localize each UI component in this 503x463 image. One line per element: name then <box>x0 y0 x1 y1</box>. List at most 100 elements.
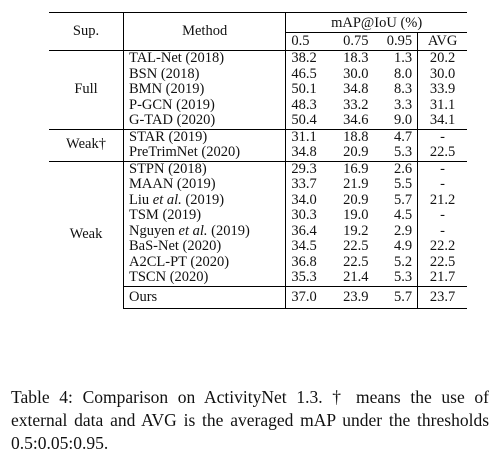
method-cell: TSCN (2020) <box>122 269 286 286</box>
method-cell: STPN (2018) <box>122 160 286 177</box>
method-cell: BSN (2018) <box>122 66 286 82</box>
method-name-part: Liu <box>129 191 153 208</box>
value-cell: 34.0 <box>285 192 330 208</box>
method-name-etal: et al. <box>178 222 208 239</box>
value-cell: - <box>417 207 467 224</box>
value-cell: 22.5 <box>417 144 467 161</box>
value-cell: 2.9 <box>394 222 413 239</box>
value-cell: 5.5 <box>394 176 413 192</box>
value-cell: 19.2 <box>343 222 369 239</box>
value-cell: 18.8 <box>329 128 374 145</box>
value-cell: 1.3 <box>394 50 413 66</box>
table-row: A2CL-PT (2020) 36.8 22.5 5.2 22.5 <box>49 253 467 270</box>
table-row: BaS-Net (2020) 34.5 22.5 4.9 22.2 <box>49 238 467 255</box>
method-cell: A2CL-PT (2020) <box>122 254 286 270</box>
value-cell: 38.2 <box>285 50 330 67</box>
table-caption: Table 4: Comparison on ActivityNet 1.3. … <box>11 387 489 453</box>
table-row: Nguyen et al. (2019) 36.4 19.2 2.9 - <box>49 222 467 239</box>
value-cell: 8.0 <box>394 65 413 82</box>
header-row-2: 0.5 0.75 0.95 AVG <box>49 32 467 51</box>
value-cell: 50.4 <box>285 112 330 129</box>
value-cell: - <box>417 160 467 177</box>
value-cell: - <box>417 128 467 145</box>
table-row: MAAN (2019) 33.7 21.9 5.5 - <box>49 176 467 193</box>
value-cell: 4.7 <box>373 128 418 145</box>
value-cell: 31.1 <box>417 97 467 113</box>
value-cell: 20.2 <box>417 50 467 67</box>
value-cell: 30.0 <box>417 66 467 82</box>
value-cell: 4.9 <box>394 238 413 254</box>
value-cell: 36.4 <box>285 223 330 239</box>
value-cell: 22.5 <box>417 254 467 270</box>
value-cell: 3.3 <box>394 96 413 113</box>
header-method: Method <box>122 12 286 51</box>
value-cell: 22.5 <box>343 253 369 270</box>
value-cell: 20.9 <box>343 144 369 160</box>
value-cell: 4.5 <box>394 207 413 223</box>
method-cell: BMN (2019) <box>122 81 286 98</box>
method-cell: Ours <box>122 285 286 309</box>
method-name-part: (2019) <box>181 191 225 208</box>
header-threshold-095: 0.95 <box>373 32 418 51</box>
table-row: PreTrimNet (2020) 34.8 20.9 5.3 22.5 <box>49 144 467 161</box>
value-cell: - <box>417 223 467 239</box>
header-metric-group: mAP@IoU (%) <box>285 12 467 33</box>
value-cell: 16.9 <box>329 160 374 177</box>
value-cell-best: 37.0 <box>285 285 330 309</box>
method-cell: TAL-Net (2018) <box>122 50 286 67</box>
value-cell: 2.6 <box>373 160 418 177</box>
method-name-etal: et al. <box>152 191 182 208</box>
table-row: TSCN (2020) 35.3 21.4 5.3 21.7 <box>49 269 467 286</box>
method-cell: MAAN (2019) <box>122 176 286 193</box>
value-cell: 20.9 <box>343 191 369 208</box>
value-cell: 35.3 <box>285 269 330 286</box>
value-cell: 34.5 <box>285 238 330 255</box>
value-cell: 18.3 <box>343 50 369 66</box>
table-row: Weak† STAR (2019) 31.1 18.8 4.7 - <box>49 128 467 161</box>
value-cell: 22.2 <box>417 238 467 255</box>
method-cell: TSM (2019) <box>122 207 286 224</box>
value-cell: 19.0 <box>343 207 369 223</box>
table-row: TSM (2019) 30.3 19.0 4.5 - <box>49 207 467 224</box>
value-cell: 5.3 <box>394 269 413 285</box>
value-cell: 21.7 <box>417 269 467 286</box>
table-row: Weak STPN (2018) 29.3 16.9 2.6 - <box>49 160 467 309</box>
method-cell: Nguyen et al. (2019) <box>122 222 286 239</box>
value-cell: 50.1 <box>285 81 330 98</box>
value-cell: 48.3 <box>285 97 330 113</box>
method-cell: BaS-Net (2020) <box>122 238 286 255</box>
group-label-weak-dagger: Weak† <box>49 128 124 161</box>
method-cell: G-TAD (2020) <box>122 112 286 129</box>
group-label-weak: Weak <box>49 160 124 309</box>
value-cell: 30.0 <box>343 65 369 82</box>
table-row-ours: Ours 37.0 23.9 5.7 23.7 <box>49 285 467 309</box>
value-cell-best: 5.7 <box>394 191 413 208</box>
value-cell: 21.4 <box>343 269 369 285</box>
value-cell: 31.1 <box>285 128 330 145</box>
value-cell: 33.7 <box>285 176 330 193</box>
header-sup: Sup. <box>49 12 124 51</box>
value-cell-best: 23.7 <box>417 285 467 309</box>
method-name-part: (2019) <box>207 222 250 239</box>
value-cell: 21.9 <box>343 176 369 192</box>
value-cell: 46.5 <box>285 66 330 82</box>
value-cell: 5.3 <box>394 144 413 160</box>
value-cell: 21.2 <box>417 192 467 208</box>
table-row: Liu et al. (2019) 34.0 20.9 5.7 21.2 <box>49 191 467 208</box>
method-cell: P-GCN (2019) <box>122 97 286 113</box>
value-cell: 22.5 <box>343 238 369 254</box>
header-row-1: Sup. Method mAP@IoU (%) <box>49 12 467 51</box>
value-cell: 9.0 <box>394 112 413 128</box>
table-row: P-GCN (2019) 48.3 33.2 3.3 31.1 <box>49 96 467 113</box>
table-row: BMN (2019) 50.1 34.8 8.3 33.9 <box>49 81 467 98</box>
method-cell: STAR (2019) <box>122 128 286 145</box>
method-cell: Liu et al. (2019) <box>122 191 286 208</box>
value-cell: 34.1 <box>417 112 467 129</box>
header-threshold-05: 0.5 <box>285 32 330 51</box>
header-threshold-075: 0.75 <box>329 32 374 51</box>
method-name-part: Nguyen <box>129 222 179 239</box>
table-row: BSN (2018) 46.5 30.0 8.0 30.0 <box>49 65 467 82</box>
table-row: Full TAL-Net (2018) 38.2 18.3 1.3 20.2 <box>49 50 467 97</box>
value-cell: 29.3 <box>285 160 330 177</box>
